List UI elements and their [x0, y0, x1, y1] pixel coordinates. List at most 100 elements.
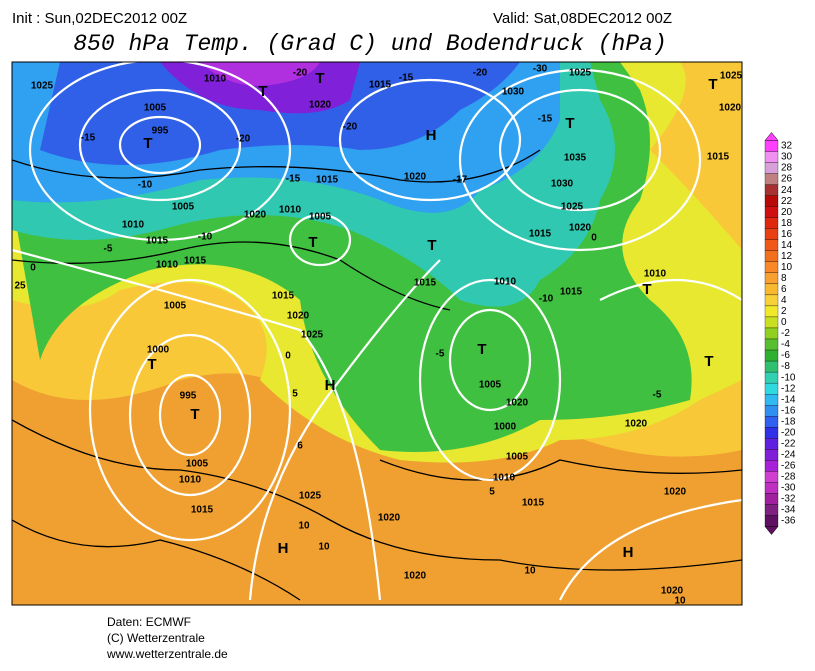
colorbar-label: 22 — [781, 196, 793, 207]
map-label: -5 — [104, 244, 113, 255]
map-label: 25 — [14, 281, 26, 292]
colorbar-label: 28 — [781, 163, 793, 174]
colorbar-segment — [764, 394, 779, 406]
map-label: 1010 — [279, 205, 302, 216]
map-label: 1015 — [414, 278, 437, 289]
map-title: 850 hPa Temp. (Grad C) und Bodendruck (h… — [73, 31, 667, 57]
pressure-center: T — [708, 76, 717, 93]
map-label: 1005 — [172, 202, 195, 213]
colorbar-label: 20 — [781, 207, 793, 218]
colorbar-segment — [764, 371, 779, 384]
map-label: 1010 — [156, 260, 179, 271]
map-label: -10 — [198, 232, 213, 243]
map-label: 1020 — [287, 311, 310, 322]
colorbar-label: -6 — [781, 350, 790, 361]
colorbar-segment — [764, 261, 779, 273]
colorbar-segment — [764, 305, 779, 318]
colorbar-segment — [764, 338, 779, 351]
colorbar-label: -4 — [781, 339, 790, 350]
map-label: 1010 — [494, 277, 517, 288]
colorbar-label: -2 — [781, 328, 790, 339]
map-label: 1030 — [551, 179, 574, 190]
map-label: 1020 — [664, 487, 687, 498]
colorbar-label: 2 — [781, 306, 787, 317]
map-field — [12, 62, 742, 605]
colorbar-segment — [764, 460, 779, 472]
map-label: 1005 — [144, 103, 167, 114]
colorbar-segment — [764, 294, 779, 307]
colorbar-label: -36 — [781, 516, 796, 527]
map-label: 1030 — [502, 87, 525, 98]
map-label: 10 — [524, 566, 536, 577]
colorbar-segment — [764, 493, 779, 505]
map-label: 0 — [285, 351, 291, 362]
pressure-center: T — [315, 70, 324, 87]
map-label: 5 — [292, 389, 298, 400]
map-label: 10 — [318, 542, 330, 553]
colorbar-segment — [764, 173, 779, 185]
colorbar-segment — [764, 349, 779, 362]
colorbar-segment — [764, 449, 779, 461]
map-label: 1025 — [720, 71, 743, 82]
pressure-center: H — [278, 540, 289, 557]
pressure-center: T — [190, 406, 199, 423]
map-label: 1015 — [146, 236, 169, 247]
colorbar-label: -14 — [781, 394, 796, 405]
pressure-center: H — [623, 544, 634, 561]
pressure-center: T — [477, 341, 486, 358]
colorbar-segment — [764, 272, 779, 285]
map-label: 1015 — [522, 498, 545, 509]
colorbar-segment — [764, 217, 779, 229]
colorbar-label: 0 — [781, 317, 787, 328]
colorbar-segment — [764, 184, 779, 196]
colorbar-segment — [764, 195, 779, 207]
colorbar-segment — [764, 515, 779, 527]
map-label: 1025 — [561, 202, 584, 213]
map-label: 1005 — [309, 212, 332, 223]
map-label: 1020 — [569, 223, 592, 234]
colorbar-label: -26 — [781, 460, 796, 471]
map-label: 1020 — [378, 513, 401, 524]
map-label: 1020 — [404, 571, 427, 582]
map-label: -15 — [286, 174, 301, 185]
map-label: 1015 — [560, 287, 583, 298]
pressure-center: T — [427, 237, 436, 254]
pressure-center: T — [308, 234, 317, 251]
colorbar-segment — [764, 162, 779, 174]
colorbar-label: -32 — [781, 494, 796, 505]
colorbar-segment — [764, 327, 779, 340]
map-label: -15 — [538, 114, 553, 125]
colorbar-label: 16 — [781, 229, 793, 240]
colorbar-segment — [764, 416, 779, 428]
colorbar-segment — [764, 427, 779, 439]
map-label: 1010 — [122, 220, 145, 231]
colorbar-segment — [764, 239, 779, 251]
map-label: -17 — [453, 175, 468, 186]
map-label: 995 — [180, 391, 197, 402]
colorbar-segment — [764, 316, 779, 329]
colorbar-label: 4 — [781, 295, 787, 306]
map-label: 1025 — [299, 491, 322, 502]
colorbar-label: 12 — [781, 251, 793, 262]
colorbar-segment — [764, 471, 779, 483]
colorbar-label: -34 — [781, 505, 796, 516]
map-label: 1010 — [179, 475, 202, 486]
colorbar-segment — [764, 438, 779, 450]
map-label: 1015 — [191, 505, 214, 516]
colorbar-segment — [764, 206, 779, 218]
map-label: 1000 — [147, 345, 170, 356]
map-label: 1000 — [494, 422, 517, 433]
map-label: 1005 — [506, 452, 529, 463]
colorbar-segment — [764, 482, 779, 494]
map-label: 1020 — [404, 172, 427, 183]
colorbar-segment — [764, 504, 779, 516]
map-label: 0 — [30, 263, 36, 274]
colorbar-segment — [764, 283, 779, 296]
map-label: 1025 — [569, 68, 592, 79]
colorbar-label: 14 — [781, 240, 793, 251]
map-label: 1020 — [309, 100, 332, 111]
colorbar-segment — [764, 360, 779, 373]
map-label: 1015 — [184, 256, 207, 267]
colorbar-segment — [764, 250, 779, 262]
colorbar-cap — [764, 132, 779, 141]
